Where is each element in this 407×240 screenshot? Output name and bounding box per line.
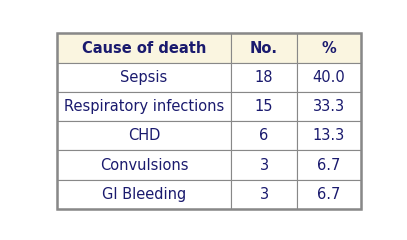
Bar [297,92,361,121]
Bar [57,63,232,92]
Text: 15: 15 [255,99,274,114]
Text: 3: 3 [260,187,269,202]
Bar [57,92,232,121]
Text: 18: 18 [255,70,274,85]
Bar [297,121,361,150]
Bar [297,150,361,180]
Bar [232,121,297,150]
Bar [57,33,232,63]
Bar [57,180,232,209]
Text: No.: No. [250,41,278,55]
Text: 13.3: 13.3 [313,128,345,143]
Bar [232,92,297,121]
Text: 6.7: 6.7 [317,187,340,202]
Text: Sepsis: Sepsis [120,70,168,85]
Bar [232,63,297,92]
Text: CHD: CHD [128,128,160,143]
Bar [232,180,297,209]
Text: GI Bleeding: GI Bleeding [102,187,186,202]
Text: 3: 3 [260,158,269,173]
Bar [57,121,232,150]
Bar [297,63,361,92]
Bar [57,150,232,180]
Bar [232,150,297,180]
Text: Convulsions: Convulsions [100,158,188,173]
Text: Cause of death: Cause of death [82,41,206,55]
Text: 6: 6 [259,128,269,143]
Text: 40.0: 40.0 [312,70,345,85]
Bar [297,180,361,209]
Text: %: % [321,41,336,55]
Bar [297,33,361,63]
Bar [232,33,297,63]
Text: 6.7: 6.7 [317,158,340,173]
Text: Respiratory infections: Respiratory infections [64,99,224,114]
Text: 33.3: 33.3 [313,99,345,114]
